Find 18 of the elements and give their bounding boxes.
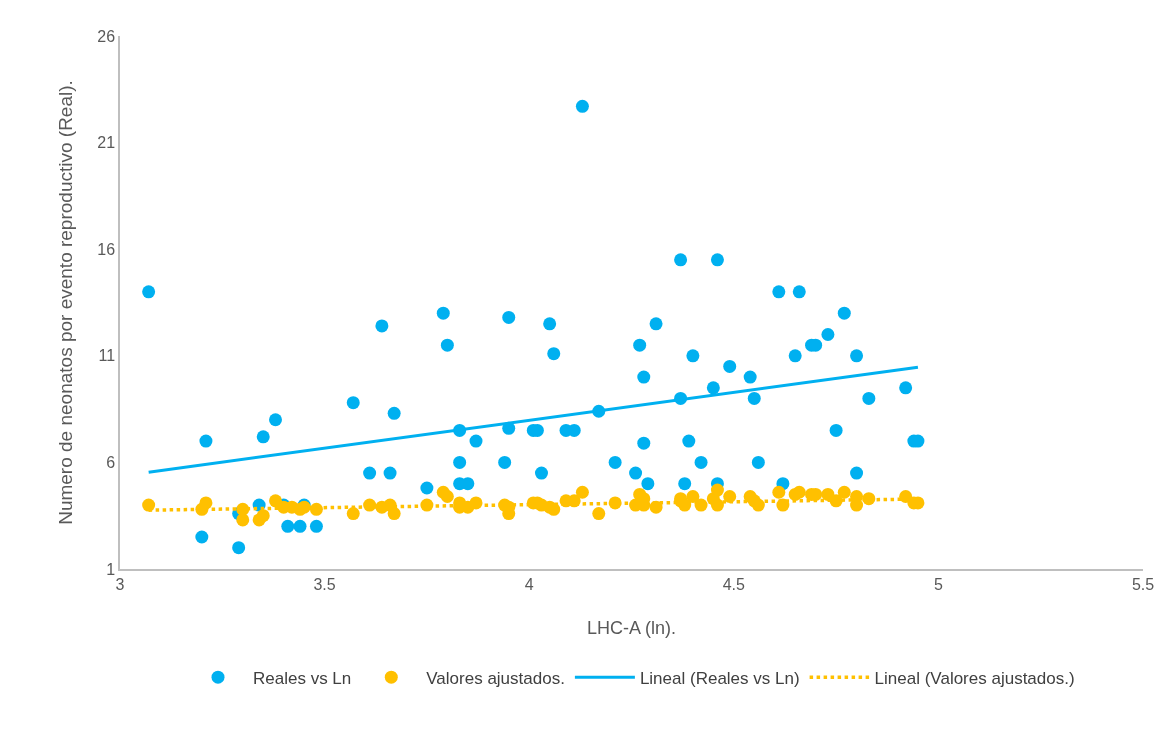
- legend-label: Lineal (Valores ajustados.): [874, 668, 1075, 688]
- legend-label: Lineal (Reales vs Ln): [639, 668, 800, 688]
- y-axis-title: Numero de neonatos por evento reproductivo (Real).: [54, 80, 76, 525]
- y-tick-label: 1: [106, 560, 116, 578]
- y-tick-label: 11: [98, 347, 116, 365]
- x-tick-label: 5: [933, 575, 943, 593]
- y-tick-label: 26: [97, 27, 116, 45]
- x-axis-title: LHC-A (ln).: [586, 617, 677, 638]
- x-tick-label: 3: [115, 575, 125, 593]
- y-tick-label: 21: [97, 134, 116, 152]
- y-tick-label: 6: [106, 454, 116, 471]
- x-tick-label: 5.5: [1131, 575, 1155, 593]
- legend-label: Reales vs Ln: [253, 668, 352, 688]
- y-tick-label: 16: [97, 240, 116, 258]
- x-tick-label: 4.5: [722, 575, 746, 593]
- x-tick-label: 3.5: [313, 575, 336, 593]
- x-tick-label: 4: [524, 575, 534, 593]
- legend-label: Valores ajustados.: [426, 668, 565, 688]
